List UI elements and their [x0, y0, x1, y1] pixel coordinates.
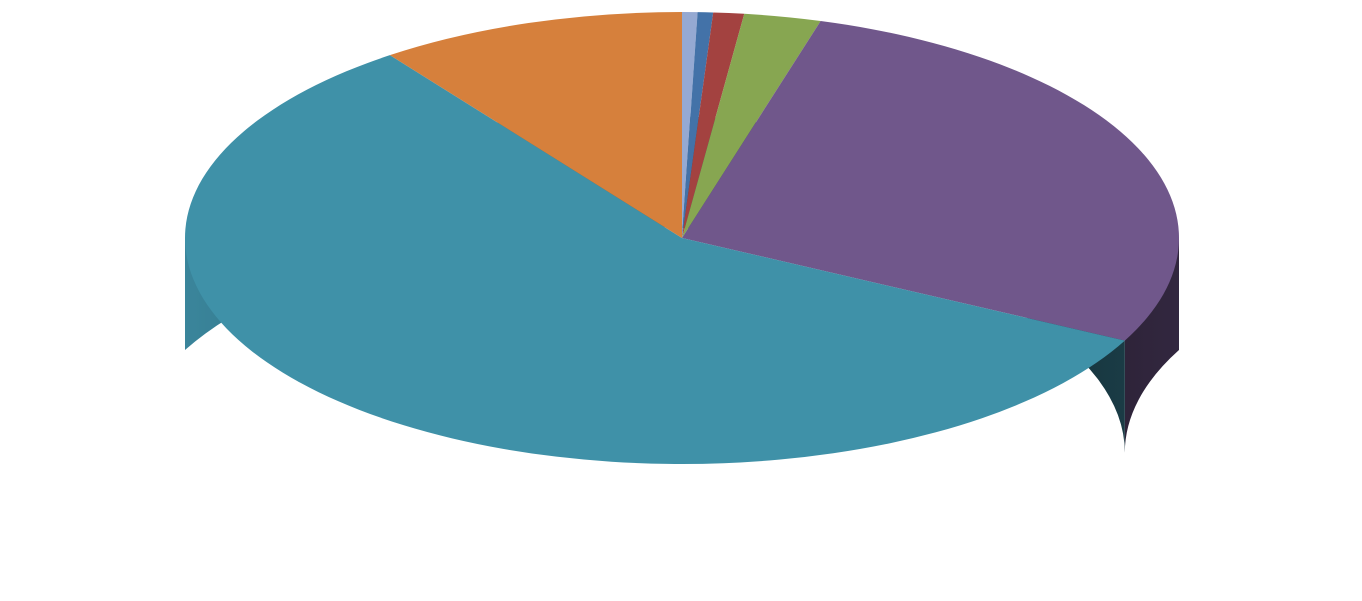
- pie-slice-1: [682, 12, 714, 239]
- pie-slice-2: [682, 12, 745, 239]
- pie-top-faces: [185, 12, 1179, 464]
- pie-slice-0: [682, 12, 698, 238]
- pie-slice-6: [389, 12, 682, 238]
- pie-slice-4: [682, 20, 1179, 341]
- pie-slice-5: [185, 55, 1125, 464]
- pie-slice-3: [682, 13, 821, 239]
